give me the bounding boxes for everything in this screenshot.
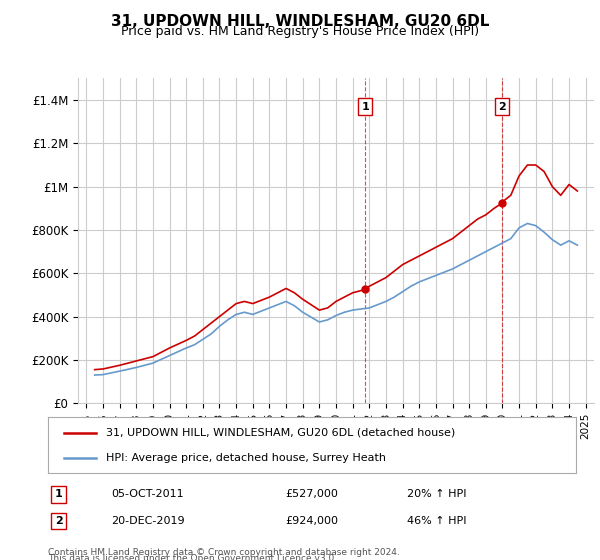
Text: 20-DEC-2019: 20-DEC-2019 [112,516,185,526]
Text: HPI: Average price, detached house, Surrey Heath: HPI: Average price, detached house, Surr… [106,452,386,463]
Text: Contains HM Land Registry data © Crown copyright and database right 2024.: Contains HM Land Registry data © Crown c… [48,548,400,557]
Text: 1: 1 [55,489,62,499]
Text: 31, UPDOWN HILL, WINDLESHAM, GU20 6DL (detached house): 31, UPDOWN HILL, WINDLESHAM, GU20 6DL (d… [106,428,455,438]
Text: £527,000: £527,000 [286,489,338,499]
Text: £924,000: £924,000 [286,516,338,526]
Text: This data is licensed under the Open Government Licence v3.0.: This data is licensed under the Open Gov… [48,554,337,560]
Text: 31, UPDOWN HILL, WINDLESHAM, GU20 6DL: 31, UPDOWN HILL, WINDLESHAM, GU20 6DL [111,14,489,29]
Text: Price paid vs. HM Land Registry's House Price Index (HPI): Price paid vs. HM Land Registry's House … [121,25,479,38]
Text: 46% ↑ HPI: 46% ↑ HPI [407,516,467,526]
Text: 1: 1 [361,101,369,111]
Text: 2: 2 [55,516,62,526]
Text: 2: 2 [498,101,506,111]
Text: 05-OCT-2011: 05-OCT-2011 [112,489,184,499]
Text: 20% ↑ HPI: 20% ↑ HPI [407,489,467,499]
